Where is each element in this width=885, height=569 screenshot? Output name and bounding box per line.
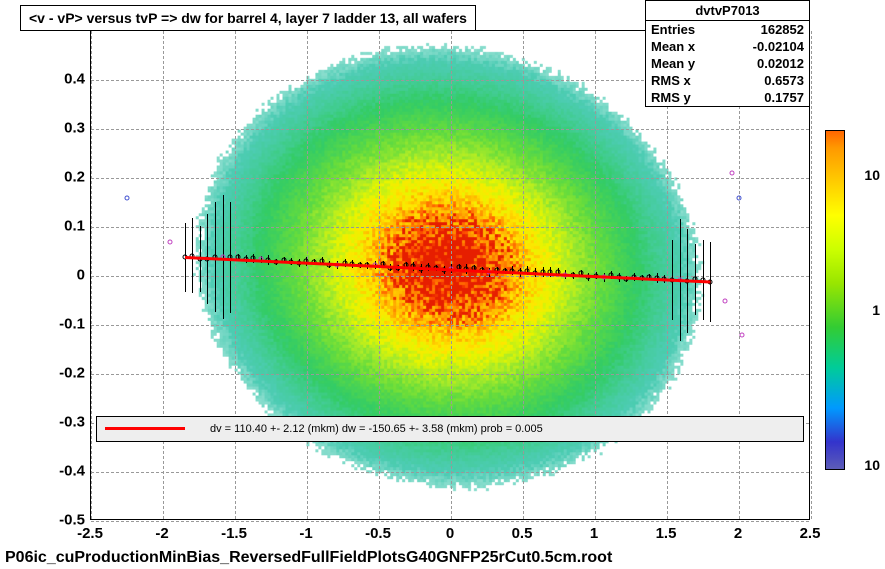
grid-line-horizontal: [91, 325, 809, 326]
colorbar-scale: [825, 130, 845, 470]
x-tick-label: 0: [446, 525, 454, 542]
stats-meany-row: Mean y 0.02012: [646, 55, 809, 72]
y-tick-label: 0.3: [35, 120, 85, 137]
stats-rmsx-label: RMS x: [651, 73, 691, 88]
grid-line-horizontal: [91, 521, 809, 522]
colorbar-tick-label: 1: [872, 302, 880, 318]
footer-filename: P06ic_cuProductionMinBias_ReversedFullFi…: [5, 549, 612, 567]
stats-rmsx-row: RMS x 0.6573: [646, 72, 809, 89]
stats-meanx-value: -0.02104: [753, 39, 804, 54]
fit-legend-box: dv = 110.40 +- 2.12 (mkm) dw = -150.65 +…: [96, 416, 804, 442]
outlier-marker: [729, 171, 734, 176]
x-tick-label: -1.5: [221, 525, 247, 542]
y-tick-label: 0.1: [35, 218, 85, 235]
grid-line-vertical: [163, 31, 164, 519]
grid-line-vertical: [811, 31, 812, 519]
grid-line-vertical: [523, 31, 524, 519]
x-tick-label: 0.5: [512, 525, 533, 542]
stats-name: dvtvP7013: [646, 1, 809, 21]
grid-line-vertical: [379, 31, 380, 519]
y-tick-label: -0.3: [35, 414, 85, 431]
grid-line-vertical: [91, 31, 92, 519]
colorbar-tick-label: 10: [864, 457, 880, 473]
legend-line-sample: [105, 427, 185, 430]
x-tick-label: 1.5: [656, 525, 677, 542]
stats-rmsx-value: 0.6573: [764, 73, 804, 88]
grid-line-vertical: [235, 31, 236, 519]
y-tick-label: 0.4: [35, 71, 85, 88]
stats-meany-label: Mean y: [651, 56, 695, 71]
x-tick-label: -0.5: [365, 525, 391, 542]
x-tick-label: 2.5: [800, 525, 821, 542]
y-tick-label: -0.2: [35, 365, 85, 382]
y-tick-label: -0.5: [35, 512, 85, 529]
fit-legend-text: dv = 110.40 +- 2.12 (mkm) dw = -150.65 +…: [210, 423, 543, 435]
chart-title: <v - vP> versus tvP => dw for barrel 4, …: [29, 10, 467, 26]
chart-title-box: <v - vP> versus tvP => dw for barrel 4, …: [20, 5, 476, 31]
outlier-marker: [737, 195, 742, 200]
outlier-marker: [722, 298, 727, 303]
x-tick-label: -2: [155, 525, 168, 542]
outlier-marker: [125, 195, 130, 200]
grid-line-horizontal: [91, 129, 809, 130]
stats-rmsy-row: RMS y 0.1757: [646, 89, 809, 106]
y-tick-label: 0.2: [35, 169, 85, 186]
stats-meanx-label: Mean x: [651, 39, 695, 54]
x-tick-label: 2: [734, 525, 742, 542]
stats-meany-value: 0.02012: [757, 56, 804, 71]
stats-rmsy-label: RMS y: [651, 90, 691, 105]
stats-entries-label: Entries: [651, 22, 695, 37]
grid-line-horizontal: [91, 178, 809, 179]
stats-rmsy-value: 0.1757: [764, 90, 804, 105]
x-tick-label: -1: [299, 525, 312, 542]
outlier-marker: [168, 239, 173, 244]
stats-entries-value: 162852: [761, 22, 804, 37]
y-tick-label: 0: [35, 267, 85, 284]
grid-line-horizontal: [91, 374, 809, 375]
stats-box: dvtvP7013 Entries 162852 Mean x -0.02104…: [645, 0, 810, 107]
stats-entries-row: Entries 162852: [646, 21, 809, 38]
grid-line-vertical: [451, 31, 452, 519]
grid-line-vertical: [307, 31, 308, 519]
outlier-marker: [739, 332, 744, 337]
y-tick-label: -0.1: [35, 316, 85, 333]
grid-line-horizontal: [91, 472, 809, 473]
grid-line-horizontal: [91, 227, 809, 228]
y-tick-label: -0.4: [35, 463, 85, 480]
colorbar-tick-label: 10: [864, 167, 880, 183]
stats-meanx-row: Mean x -0.02104: [646, 38, 809, 55]
x-tick-label: 1: [590, 525, 598, 542]
